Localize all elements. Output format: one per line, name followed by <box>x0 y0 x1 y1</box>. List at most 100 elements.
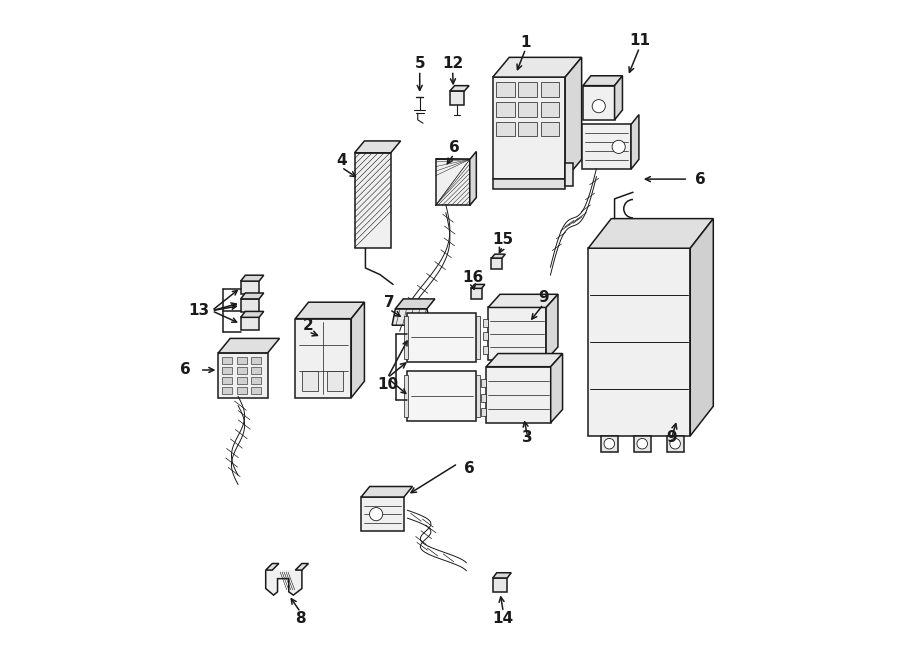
Polygon shape <box>471 284 485 288</box>
Text: 16: 16 <box>463 270 483 286</box>
Polygon shape <box>493 58 581 77</box>
Bar <box>404 375 408 417</box>
Bar <box>222 377 232 384</box>
Bar <box>471 288 482 299</box>
Polygon shape <box>565 58 581 179</box>
Bar <box>634 436 651 452</box>
Circle shape <box>592 100 606 113</box>
Bar <box>295 319 351 398</box>
Text: 2: 2 <box>303 318 314 332</box>
Polygon shape <box>546 294 558 360</box>
Circle shape <box>670 438 680 449</box>
Text: 6: 6 <box>464 461 475 476</box>
Bar <box>583 86 615 120</box>
Polygon shape <box>266 570 302 595</box>
Bar <box>518 102 537 116</box>
Circle shape <box>370 508 382 521</box>
Bar <box>493 179 565 189</box>
Bar <box>541 102 559 116</box>
Polygon shape <box>583 76 623 86</box>
Text: 6: 6 <box>448 140 459 155</box>
Circle shape <box>612 140 625 153</box>
Bar <box>222 368 232 374</box>
Polygon shape <box>395 299 435 309</box>
Text: 1: 1 <box>520 34 531 50</box>
Bar <box>667 436 684 452</box>
Polygon shape <box>219 338 280 353</box>
Polygon shape <box>355 141 400 153</box>
Text: 5: 5 <box>414 56 425 71</box>
Bar <box>302 371 319 391</box>
Bar <box>496 102 515 116</box>
Text: 4: 4 <box>336 153 346 168</box>
Polygon shape <box>392 309 430 325</box>
Bar <box>483 346 488 354</box>
Bar <box>565 163 573 186</box>
Bar <box>491 258 502 268</box>
Bar <box>361 497 404 531</box>
Bar <box>488 307 546 360</box>
Polygon shape <box>266 564 279 570</box>
Bar <box>237 377 247 384</box>
Bar <box>237 387 247 394</box>
Bar <box>496 122 515 136</box>
Bar <box>483 319 488 327</box>
Polygon shape <box>240 275 264 281</box>
Bar <box>219 353 267 398</box>
Circle shape <box>637 438 647 449</box>
Polygon shape <box>240 311 264 317</box>
Polygon shape <box>631 114 639 169</box>
Polygon shape <box>491 254 505 258</box>
Bar <box>483 332 488 340</box>
Bar <box>493 578 508 592</box>
Polygon shape <box>589 219 714 249</box>
Text: 10: 10 <box>377 377 398 392</box>
Text: 14: 14 <box>493 611 514 627</box>
Bar <box>237 368 247 374</box>
Bar <box>450 91 464 105</box>
Polygon shape <box>486 354 562 367</box>
Polygon shape <box>493 572 511 578</box>
Bar <box>486 367 551 422</box>
Bar <box>436 159 470 206</box>
Polygon shape <box>361 486 412 497</box>
Text: 11: 11 <box>629 34 650 48</box>
Bar <box>251 358 261 364</box>
Bar <box>251 387 261 394</box>
Bar <box>481 408 486 416</box>
Bar <box>589 249 690 436</box>
Polygon shape <box>351 302 364 398</box>
Polygon shape <box>240 293 264 299</box>
Bar <box>481 394 486 402</box>
Text: 15: 15 <box>492 232 513 247</box>
Text: 7: 7 <box>384 295 395 311</box>
Polygon shape <box>295 302 364 319</box>
Text: 6: 6 <box>180 362 191 377</box>
Bar <box>601 436 617 452</box>
Bar <box>476 316 481 359</box>
Bar <box>481 379 486 387</box>
Bar <box>476 375 481 417</box>
Bar <box>222 387 232 394</box>
Bar <box>222 358 232 364</box>
Circle shape <box>604 438 615 449</box>
Bar <box>541 122 559 136</box>
Bar <box>407 371 476 420</box>
Polygon shape <box>488 294 558 307</box>
Bar <box>518 122 537 136</box>
Bar <box>518 83 537 97</box>
Text: 3: 3 <box>522 430 533 445</box>
Text: 9: 9 <box>538 290 549 305</box>
Bar <box>240 299 259 312</box>
Bar <box>493 77 565 179</box>
Bar <box>355 153 391 249</box>
Bar <box>496 83 515 97</box>
Bar <box>240 281 259 294</box>
Bar <box>541 83 559 97</box>
Bar <box>251 377 261 384</box>
Text: 12: 12 <box>442 56 464 71</box>
Polygon shape <box>690 219 714 436</box>
Polygon shape <box>615 76 623 120</box>
Polygon shape <box>295 564 309 570</box>
Bar <box>237 358 247 364</box>
